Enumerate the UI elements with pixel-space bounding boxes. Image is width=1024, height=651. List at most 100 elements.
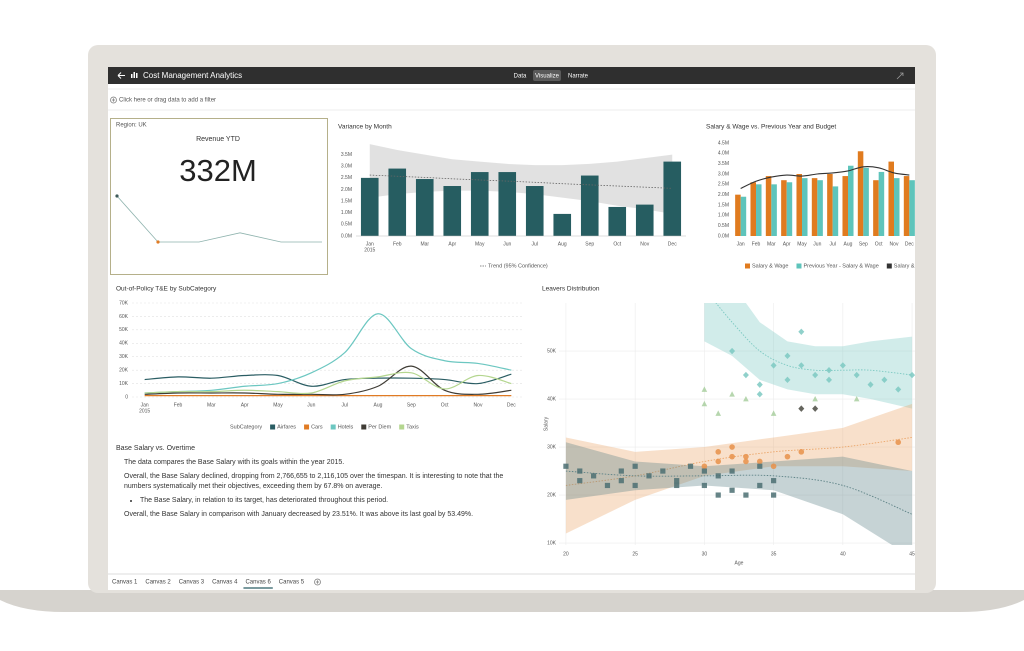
canvas-tab[interactable]: Canvas 2 <box>145 580 171 586</box>
chart-title: Salary & Wage vs. Previous Year and Budg… <box>706 124 836 131</box>
bar <box>832 186 839 236</box>
x-tick-label: Mar <box>207 402 216 408</box>
narrative-paragraph: Overall, the Base Salary declined, dropp… <box>124 473 504 490</box>
bar <box>903 176 910 236</box>
y-tick-label: 50K <box>119 327 129 333</box>
x-tick-label: Feb <box>393 241 402 247</box>
bar <box>608 206 627 236</box>
y-tick-label: 30K <box>119 354 129 360</box>
series-line <box>144 365 512 396</box>
canvas-tab[interactable]: Canvas 4 <box>212 580 238 586</box>
point <box>715 492 721 498</box>
kpi-tile-border[interactable] <box>110 118 328 275</box>
bar <box>415 179 434 236</box>
x-tick-label: Nov <box>640 241 649 247</box>
point <box>757 463 763 469</box>
point <box>853 396 860 402</box>
y-axis-label: Salary <box>543 416 549 431</box>
bar <box>580 175 599 236</box>
y-tick-label: 0 <box>125 394 128 400</box>
point <box>701 482 707 489</box>
x-tick-label: Jun <box>307 402 315 408</box>
kpi-filter: Region: UK <box>116 123 147 129</box>
legend-swatch <box>796 263 802 269</box>
point <box>784 352 791 360</box>
view-tab[interactable]: Narrate <box>568 74 589 80</box>
x-year-label: 2015 <box>139 408 150 414</box>
canvas-tab[interactable]: Canvas 5 <box>279 580 305 586</box>
sparkline <box>116 195 322 243</box>
y-tick-label: 3.5M <box>718 161 729 167</box>
point <box>756 458 763 465</box>
add-canvas-icon[interactable] <box>314 578 321 586</box>
bar <box>765 176 772 236</box>
bar <box>802 178 808 236</box>
point <box>812 396 818 402</box>
back-button[interactable] <box>117 72 125 79</box>
series-line <box>144 313 512 394</box>
point <box>742 371 749 379</box>
point <box>729 453 735 460</box>
legend-swatch <box>304 424 310 430</box>
y-tick-label: 20K <box>547 492 557 498</box>
x-tick-label: Dec <box>905 241 914 247</box>
bar <box>750 182 756 236</box>
point <box>770 362 777 369</box>
point <box>674 478 680 484</box>
point <box>784 453 791 460</box>
x-tick-label: Sep <box>407 402 416 408</box>
point <box>591 473 597 479</box>
point <box>687 463 694 469</box>
screen <box>108 67 915 590</box>
x-tick-label: Apr <box>241 402 249 408</box>
x-tick-label: Jun <box>813 241 821 247</box>
point <box>812 405 819 412</box>
y-tick-label: 4.5M <box>718 140 729 146</box>
y-tick-label: 2.5M <box>718 182 729 188</box>
y-tick-label: 1.5M <box>341 198 352 204</box>
y-tick-label: 2.0M <box>341 187 352 193</box>
point <box>757 482 763 489</box>
bar <box>817 180 823 236</box>
bar <box>470 172 489 236</box>
narrative: Base Salary vs. Overtime The data compar… <box>116 444 526 524</box>
bar <box>878 171 885 236</box>
header-bar <box>108 67 915 84</box>
expand-icon[interactable] <box>896 72 904 80</box>
canvas-tab[interactable]: Canvas 3 <box>179 580 205 586</box>
point <box>701 386 708 392</box>
y-tick-label: 70K <box>119 300 129 306</box>
y-tick-label: 1.0M <box>341 210 352 216</box>
trend-band <box>565 442 913 545</box>
x-tick-label: 45 <box>909 551 915 557</box>
point <box>771 492 777 498</box>
legend-label: Cars <box>311 424 323 430</box>
y-tick-label: 1.0M <box>718 213 729 219</box>
bar <box>360 177 379 236</box>
filter-add-plus <box>111 98 116 102</box>
y-tick-label: 2.5M <box>341 175 352 181</box>
bar <box>857 151 864 236</box>
legend-label: Taxis <box>406 424 419 430</box>
narrative-paragraph: The data compares the Base Salary with i… <box>124 459 345 466</box>
y-tick-label: 10K <box>119 381 129 387</box>
view-tab[interactable]: Visualize <box>535 74 560 80</box>
point <box>798 449 805 455</box>
point <box>784 376 791 384</box>
point <box>715 410 722 416</box>
bar <box>888 161 894 236</box>
bar <box>663 161 682 236</box>
view-tab[interactable]: Data <box>514 74 527 80</box>
point <box>743 396 749 402</box>
filter-hint[interactable]: Click here or drag data to add a filter <box>119 98 216 104</box>
y-tick-label: 0.5M <box>341 222 352 228</box>
canvas-tab[interactable]: Canvas 1 <box>112 580 138 586</box>
canvas-tab[interactable]: Canvas 6 <box>245 580 271 586</box>
legend-swatch <box>361 424 367 430</box>
point <box>812 371 819 379</box>
point <box>701 468 707 474</box>
x-tick-label: Jul <box>829 241 835 247</box>
filter-add-icon[interactable] <box>110 96 117 104</box>
y-tick-label: 20K <box>119 367 129 373</box>
